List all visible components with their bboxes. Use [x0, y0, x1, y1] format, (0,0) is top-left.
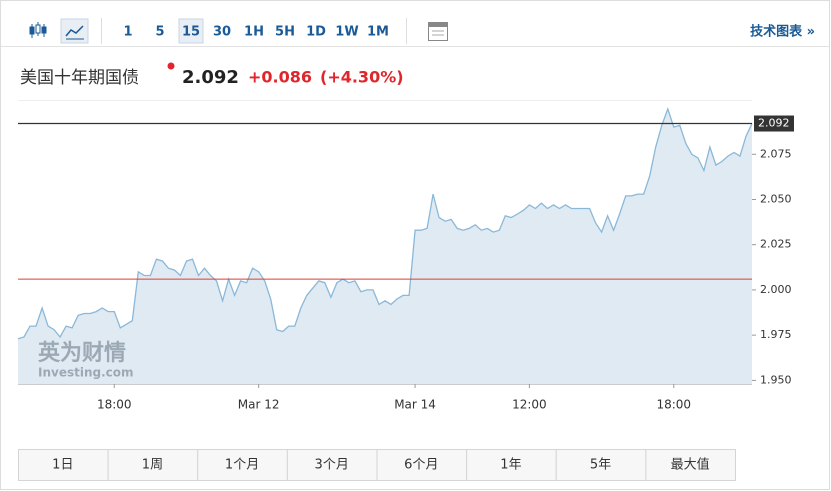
candle-icon[interactable]	[29, 22, 47, 38]
interval[interactable]: 5H	[275, 25, 295, 40]
interval[interactable]: 1M	[367, 25, 389, 40]
range-label[interactable]: 5年	[590, 458, 611, 473]
range-button[interactable]	[197, 449, 288, 481]
interval[interactable]: 1H	[244, 25, 264, 40]
range-button[interactable]	[555, 449, 647, 481]
line-icon[interactable]	[65, 25, 84, 37]
y-tick-label: 2.000	[760, 283, 792, 296]
y-tick-label: 2.075	[760, 147, 792, 160]
interval[interactable]: 30	[213, 25, 231, 40]
range-label[interactable]: 6个月	[404, 458, 438, 473]
range-label[interactable]: 3个月	[315, 458, 349, 473]
instrument-title: 美国十年期国债	[20, 68, 139, 88]
line	[17, 107, 753, 340]
interval[interactable]: 1	[123, 25, 132, 40]
x-tick-label: 18:00	[97, 398, 132, 412]
watermark-brand: 英为财情	[38, 340, 126, 366]
interval[interactable]: 1D	[306, 25, 326, 40]
range-label[interactable]: 1日	[52, 458, 73, 473]
range-button[interactable]	[376, 449, 468, 481]
x-tick-label: 12:00	[512, 398, 547, 412]
last-price-box	[754, 115, 794, 132]
x-tick-label: Mar 12	[238, 398, 280, 412]
calendar-icon[interactable]	[428, 22, 448, 41]
area	[18, 109, 752, 384]
last-price-label: 2.092	[758, 117, 790, 130]
range-label[interactable]: 1个月	[225, 458, 259, 473]
range-label[interactable]: 1年	[500, 458, 521, 473]
interval[interactable]: 15	[182, 25, 200, 40]
range-label[interactable]: 1周	[142, 458, 163, 473]
interval-selected	[178, 18, 204, 44]
change: +0.086	[248, 68, 312, 87]
interval[interactable]: 5	[155, 25, 164, 40]
y-tick-label: 2.025	[760, 238, 792, 251]
range-button[interactable]	[18, 449, 109, 481]
range-button[interactable]	[645, 449, 736, 481]
watermark-site: Investing.com	[38, 366, 134, 380]
y-tick-label: 2.050	[760, 192, 792, 205]
x-tick-label: 18:00	[656, 398, 691, 412]
range-label[interactable]: 最大值	[671, 457, 710, 473]
price: 2.092	[182, 67, 239, 88]
range-button[interactable]	[286, 449, 378, 481]
interval[interactable]: 1W	[335, 25, 358, 40]
tech-chart-link[interactable]: 技术图表 »	[750, 24, 815, 40]
change-percent: (+4.30%)	[320, 68, 404, 87]
live-dot	[167, 62, 175, 70]
y-tick-label: 1.975	[760, 328, 792, 341]
y-tick-label: 1.950	[760, 373, 792, 386]
range-button[interactable]	[466, 449, 557, 481]
x-tick-label: Mar 14	[394, 398, 436, 412]
